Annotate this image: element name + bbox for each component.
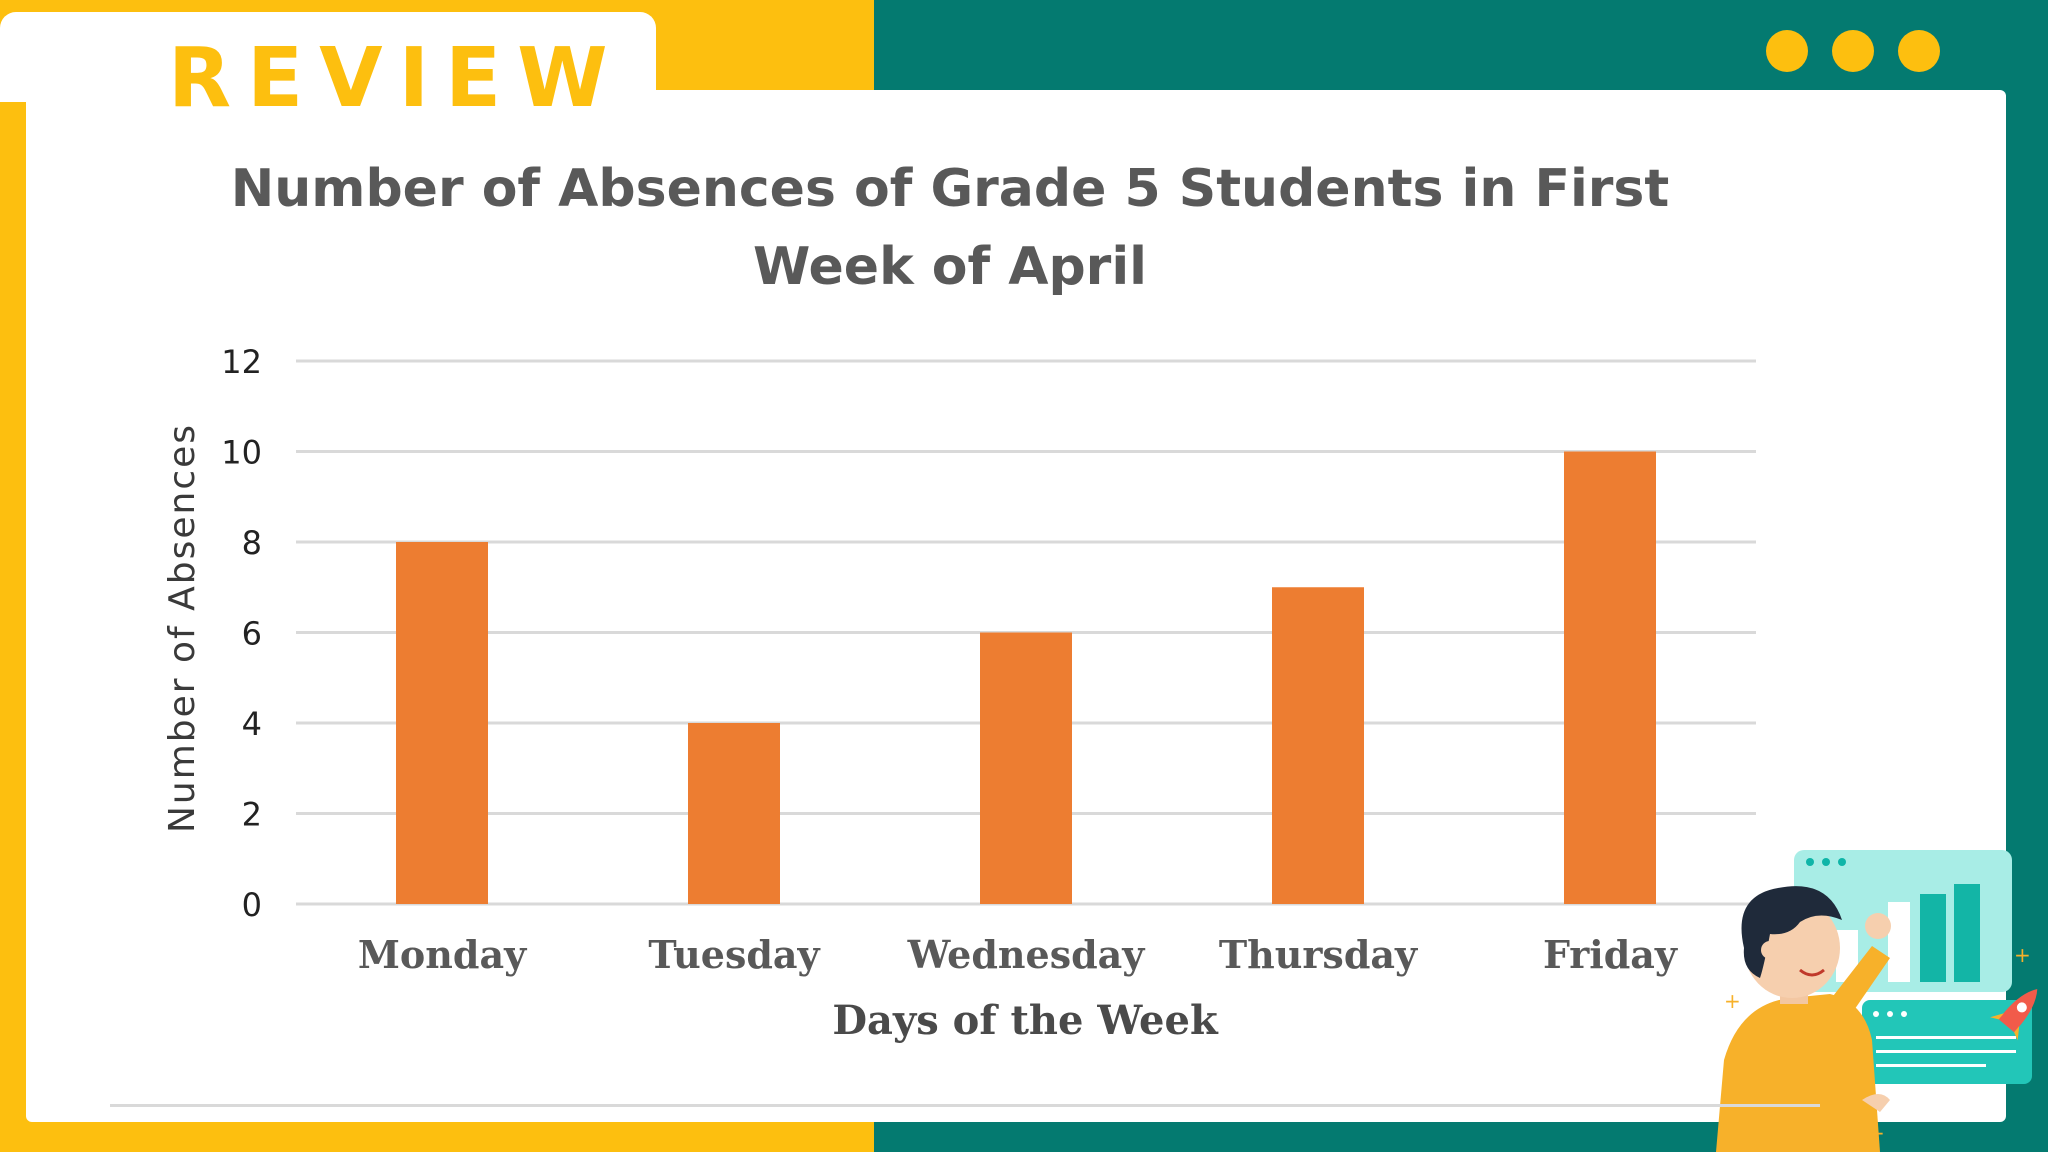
x-tick-label: Thursday bbox=[1219, 932, 1418, 977]
review-heading: REVIEW bbox=[168, 31, 624, 126]
y-tick-label: 12 bbox=[221, 343, 262, 381]
y-tick-label: 6 bbox=[242, 615, 262, 653]
x-tick-label: Friday bbox=[1543, 932, 1678, 977]
card-bottom-divider bbox=[110, 1104, 1820, 1107]
x-tick-label: Monday bbox=[358, 932, 527, 977]
svg-text:+: + bbox=[1868, 1121, 1885, 1145]
y-tick-label: 8 bbox=[242, 524, 262, 562]
svg-text:+: + bbox=[2014, 943, 2031, 967]
bar-thursday bbox=[1272, 587, 1364, 904]
bar-monday bbox=[396, 542, 488, 904]
y-tick-label: 4 bbox=[242, 705, 262, 743]
chart-title: Number of Absences of Grade 5 Students i… bbox=[230, 159, 1670, 297]
content-card bbox=[26, 90, 2006, 1122]
y-tick-label: 10 bbox=[221, 434, 262, 472]
x-tick-label: Tuesday bbox=[648, 932, 820, 977]
x-tick-label: Wednesday bbox=[907, 932, 1146, 977]
bar-tuesday bbox=[688, 723, 780, 904]
y-tick-label: 2 bbox=[242, 796, 262, 834]
svg-text:+: + bbox=[1724, 989, 1741, 1013]
x-axis-label: Days of the Week bbox=[832, 997, 1219, 1044]
person-presenting-chart-icon: + + + bbox=[1716, 850, 2038, 1152]
bar-wednesday bbox=[980, 632, 1072, 904]
window-dot-1 bbox=[1766, 30, 1808, 72]
y-axis-label: Number of Absences bbox=[162, 423, 203, 833]
bar-friday bbox=[1564, 451, 1656, 904]
window-dot-2 bbox=[1832, 30, 1874, 72]
window-dot-3 bbox=[1898, 30, 1940, 72]
review-tab bbox=[0, 12, 656, 102]
y-tick-label: 0 bbox=[242, 886, 262, 924]
